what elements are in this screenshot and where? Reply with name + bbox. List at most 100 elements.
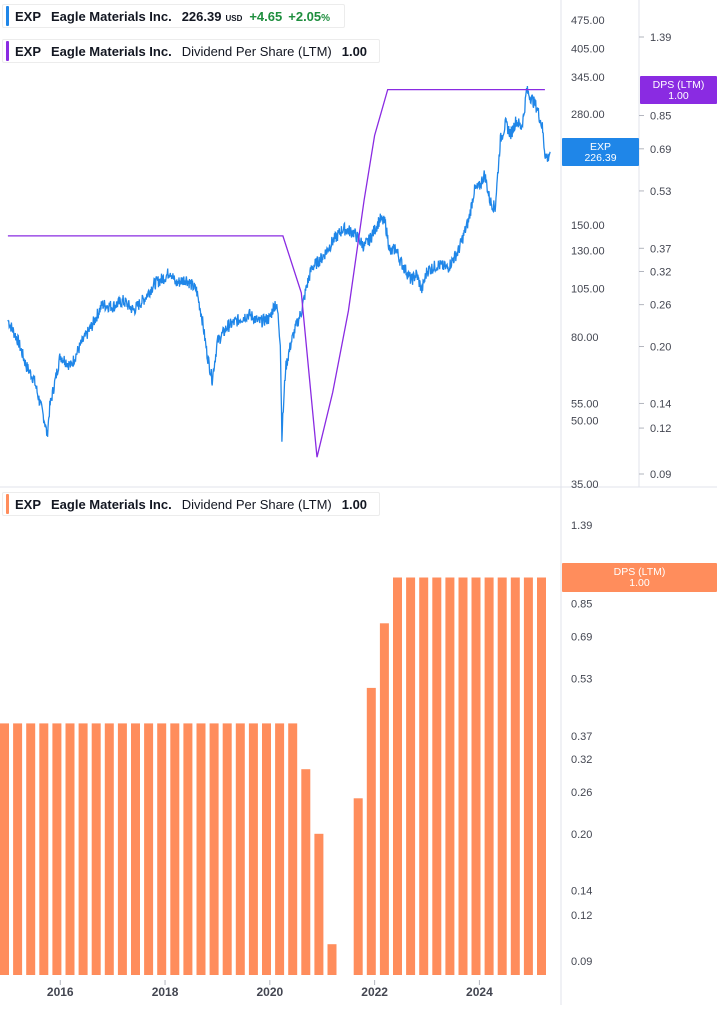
dps-bar bbox=[471, 577, 481, 975]
dps-bar bbox=[537, 577, 546, 975]
dps-tag-label: DPS (LTM) bbox=[653, 79, 705, 91]
legend-price-value: 226.39 bbox=[181, 8, 222, 24]
price-tick-label: 80.00 bbox=[571, 332, 599, 344]
dps-bars bbox=[0, 577, 546, 975]
dps-bar bbox=[39, 723, 49, 975]
dps-bar bbox=[458, 577, 468, 975]
dps-bar bbox=[131, 723, 140, 975]
dps-bar bbox=[144, 723, 154, 975]
x-tick-label: 2022 bbox=[361, 985, 388, 999]
bar-tag-bg bbox=[562, 563, 717, 592]
legend-price-name: Eagle Materials Inc. bbox=[51, 8, 172, 24]
dps-bar bbox=[78, 723, 88, 975]
bar-tick-label: 0.85 bbox=[571, 598, 592, 610]
dps-bar bbox=[314, 833, 324, 975]
price-tick-label: 405.00 bbox=[571, 43, 605, 55]
pct-sign: % bbox=[321, 12, 331, 24]
dps-bar bbox=[393, 577, 402, 975]
dps-tick-label: 0.32 bbox=[650, 266, 671, 278]
dps-tick-label: 0.53 bbox=[650, 186, 671, 198]
price-tick-label: 55.00 bbox=[571, 399, 599, 411]
dps-bar bbox=[510, 577, 520, 975]
legend-price[interactable]: EXP Eagle Materials Inc. 226.39 USD +4.6… bbox=[2, 4, 346, 28]
dps-bar bbox=[419, 577, 429, 975]
price-tag-bg bbox=[562, 138, 639, 166]
price-tick-label: 280.00 bbox=[571, 109, 605, 121]
price-swatch bbox=[6, 6, 9, 26]
price-tick-label: 345.00 bbox=[571, 72, 605, 84]
dps-bar bbox=[523, 577, 533, 975]
x-tick-label: 2018 bbox=[152, 985, 179, 999]
legend-dps-bottom-symbol: EXP bbox=[15, 496, 42, 512]
bar-swatch bbox=[6, 494, 9, 514]
dps-tick-label: 0.26 bbox=[650, 300, 671, 312]
price-tick-label: 105.00 bbox=[571, 284, 605, 296]
legend-dps-top-symbol: EXP bbox=[15, 43, 42, 59]
bar-tick-label: 1.39 bbox=[571, 520, 592, 532]
dps-bar bbox=[379, 623, 389, 975]
dps-tick-label: 0.20 bbox=[650, 342, 671, 354]
price-tag-value: 226.39 bbox=[584, 152, 616, 164]
dps-bar bbox=[117, 723, 127, 975]
bar-tick-label: 0.69 bbox=[571, 632, 592, 644]
price-series-line bbox=[7, 86, 551, 442]
dps-bar bbox=[222, 723, 232, 975]
legend-price-change: +4.65 bbox=[249, 8, 283, 24]
price-tick-label: 130.00 bbox=[571, 246, 605, 258]
dps-bar bbox=[157, 723, 167, 975]
price-tag-label: EXP bbox=[590, 141, 611, 153]
bar-tag-label: DPS (LTM) bbox=[614, 566, 666, 578]
dps-bar bbox=[288, 723, 298, 975]
dps-bar bbox=[497, 577, 507, 975]
dps-tick-label: 0.69 bbox=[650, 144, 671, 156]
legend-dps-bottom-indicator: Dividend Per Share (LTM) bbox=[181, 496, 332, 512]
bar-tick-label: 0.53 bbox=[571, 674, 592, 686]
dps-bar bbox=[275, 723, 285, 975]
dps-bar bbox=[248, 723, 258, 975]
dps-tick-label: 1.39 bbox=[650, 32, 671, 44]
dps-bar bbox=[183, 723, 193, 975]
dps-bar bbox=[445, 577, 455, 975]
bar-tick-label: 0.32 bbox=[571, 754, 592, 766]
dps-tag-value: 1.00 bbox=[668, 90, 689, 102]
dps-bar bbox=[104, 723, 114, 975]
dps-bar bbox=[52, 723, 62, 975]
bar-tick-label: 0.12 bbox=[571, 910, 592, 922]
dps-bar bbox=[301, 769, 311, 975]
bar-tick-label: 0.37 bbox=[571, 731, 592, 743]
x-tick-label: 2020 bbox=[256, 985, 283, 999]
x-tick-label: 2024 bbox=[466, 985, 493, 999]
dps-bar bbox=[26, 723, 36, 975]
legend-dps-bottom[interactable]: EXP Eagle Materials Inc. Dividend Per Sh… bbox=[2, 492, 381, 516]
dps-tick-label: 0.09 bbox=[650, 469, 671, 481]
legend-dps-top-value: 1.00 bbox=[341, 43, 368, 59]
legend-price-currency: USD bbox=[225, 13, 243, 23]
dps-bar bbox=[235, 723, 245, 975]
dps-tick-label: 0.37 bbox=[650, 243, 671, 255]
dps-bar bbox=[196, 723, 206, 975]
dps-tick-label: 0.14 bbox=[650, 398, 671, 410]
legend-dps-top[interactable]: EXP Eagle Materials Inc. Dividend Per Sh… bbox=[2, 39, 381, 63]
bar-tick-label: 0.20 bbox=[571, 829, 592, 841]
dps-bar bbox=[353, 798, 363, 975]
dps-bar bbox=[170, 723, 180, 975]
legend-dps-bottom-name: Eagle Materials Inc. bbox=[51, 496, 172, 512]
legend-dps-top-indicator: Dividend Per Share (LTM) bbox=[181, 43, 332, 59]
dps-bar bbox=[13, 723, 23, 975]
bar-tick-label: 0.09 bbox=[571, 956, 592, 968]
dps-bar bbox=[0, 723, 9, 975]
axes: 475.00 405.00 345.00 280.00 150.00 130.00 105.… bbox=[47, 15, 672, 999]
change-pct-value: +2.05 bbox=[288, 8, 322, 24]
dps-tick-label: 0.85 bbox=[650, 111, 671, 123]
plot-lines bbox=[7, 86, 551, 458]
price-tick-label: 50.00 bbox=[571, 416, 599, 428]
price-tick-label: 150.00 bbox=[571, 220, 605, 232]
dps-series-line bbox=[7, 88, 545, 458]
legend-price-change-pct: +2.05% bbox=[288, 9, 330, 24]
dps-bar bbox=[484, 577, 494, 975]
dps-bar bbox=[65, 723, 75, 975]
